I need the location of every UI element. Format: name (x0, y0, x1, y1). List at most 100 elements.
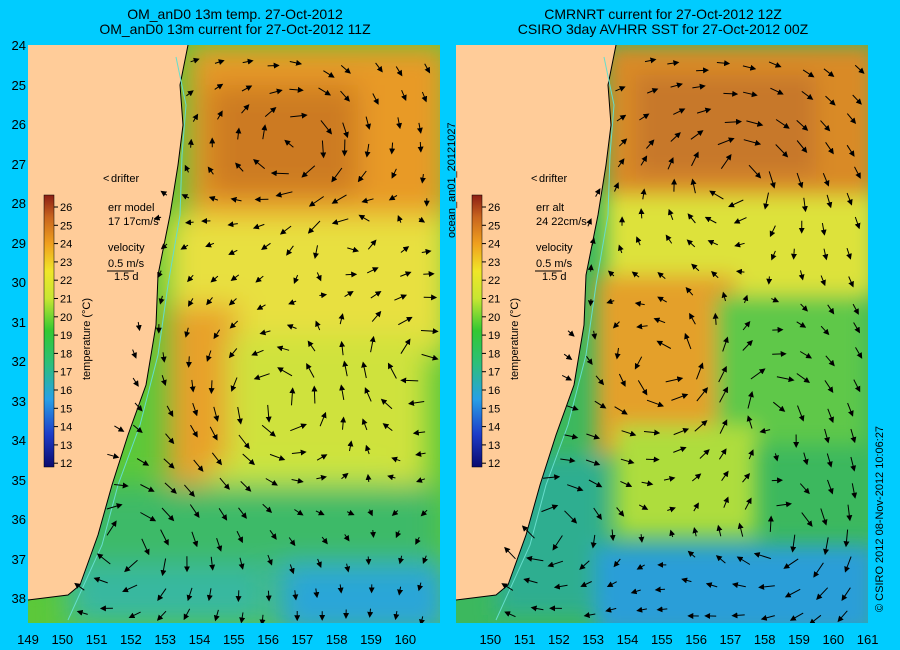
current-vector (665, 376, 684, 383)
current-vector (166, 405, 174, 417)
current-vector (293, 274, 299, 285)
current-vector (206, 297, 213, 306)
current-vector (114, 425, 125, 432)
current-vector (209, 426, 218, 441)
current-vector (401, 90, 407, 102)
current-vector (704, 216, 717, 224)
left-map-panel[interactable]: < drifter err model 17 17cm/s velocity 0… (28, 45, 440, 623)
left-velocity-label: velocity (108, 242, 145, 254)
current-vector (361, 197, 374, 204)
current-vector (667, 208, 674, 220)
x-tick-label: 149 (17, 632, 39, 647)
x-tick-label: 152 (548, 632, 570, 647)
current-vector (657, 296, 667, 303)
current-vector (735, 268, 745, 275)
current-vector (564, 510, 578, 524)
current-vector (185, 356, 192, 368)
current-vector (160, 558, 167, 577)
current-vector (846, 192, 853, 206)
current-vector (306, 363, 315, 378)
colorbar-tick-label: 25 (488, 220, 500, 232)
current-vector (644, 57, 657, 64)
current-vector (279, 225, 292, 235)
current-vector (370, 529, 376, 538)
current-vector (320, 140, 327, 159)
current-vector (636, 564, 645, 570)
right-colorbar-label: temperature (°C) (509, 298, 521, 380)
colorbar-tick-label: 12 (60, 458, 72, 470)
current-vector (748, 449, 754, 460)
side-label-right: © CSIRO 2012 08-Nov-2012 10:06:27 (874, 425, 886, 612)
right-current-vectors (501, 57, 865, 623)
current-vector (288, 564, 295, 575)
current-vector (772, 350, 787, 357)
current-vector (696, 67, 710, 74)
current-vector (140, 512, 157, 522)
left-title-line1: OM_anD0 13m temp. 27-Oct-2012 (127, 6, 343, 22)
current-vector (261, 424, 276, 437)
right-drifter-marker: < (531, 173, 537, 185)
current-vector (387, 362, 397, 379)
current-vector (107, 453, 120, 459)
current-vector (690, 130, 704, 140)
x-tick-label: 152 (120, 632, 142, 647)
current-vector (393, 611, 400, 621)
x-tick-label: 160 (394, 632, 417, 647)
current-vector (542, 474, 561, 481)
current-vector (277, 367, 293, 377)
right-err-value: 24 22cm/s (536, 216, 587, 228)
current-vector (775, 119, 790, 129)
current-vector (193, 459, 204, 472)
current-vector (160, 529, 169, 546)
current-vector (412, 429, 426, 436)
current-vector (837, 610, 848, 623)
colorbar-tick-label: 26 (60, 202, 72, 214)
current-vector (289, 59, 303, 66)
current-vector (308, 196, 324, 207)
current-vector (338, 313, 345, 325)
current-vector (291, 449, 307, 456)
current-vector (561, 374, 573, 381)
current-vector (743, 139, 762, 146)
current-vector (773, 453, 779, 462)
current-vector (801, 197, 808, 213)
current-vector (397, 586, 404, 596)
current-vector (797, 405, 805, 422)
current-vector (342, 360, 349, 377)
current-vector (265, 590, 272, 602)
current-vector (307, 220, 321, 234)
current-vector (415, 450, 426, 457)
current-vector (189, 504, 200, 518)
colorbar-tick-label: 12 (488, 458, 500, 470)
current-vector (614, 406, 628, 415)
current-vector (238, 434, 250, 450)
current-vector (316, 474, 327, 481)
current-vector (311, 385, 318, 404)
current-vector (228, 249, 238, 255)
current-vector (422, 555, 428, 564)
current-vector (504, 611, 516, 618)
right-velocity-time: 1.5 d (542, 271, 566, 283)
current-vector (802, 69, 815, 78)
current-vector (653, 317, 666, 324)
current-vector (820, 275, 826, 287)
current-vector (586, 433, 600, 440)
current-vector (823, 537, 829, 556)
current-vector (187, 138, 194, 148)
right-map-panel[interactable]: < drifter err alt 24 22cm/s velocity 0.5… (456, 45, 868, 623)
current-vector (586, 356, 593, 366)
current-vector (259, 614, 266, 623)
current-vector (824, 428, 830, 444)
x-tick-label: 159 (788, 632, 810, 647)
current-vector (164, 482, 177, 494)
current-vector (417, 141, 424, 153)
current-vector (209, 556, 216, 571)
current-vector (770, 87, 784, 95)
current-vector (728, 199, 744, 208)
current-vector (696, 387, 709, 402)
current-vector (242, 453, 255, 466)
colorbar-tick-label: 21 (488, 294, 500, 306)
current-vector (153, 214, 162, 221)
current-vector (826, 453, 833, 468)
current-vector (253, 373, 270, 381)
